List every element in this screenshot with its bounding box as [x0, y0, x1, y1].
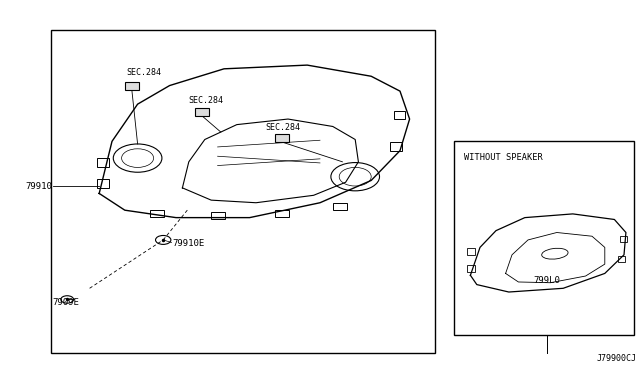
Text: SEC.284: SEC.284: [266, 123, 301, 132]
Bar: [275, 210, 289, 217]
Bar: [97, 158, 109, 167]
Text: 79910E: 79910E: [173, 239, 205, 248]
Bar: [211, 212, 225, 219]
Bar: [150, 210, 164, 217]
Bar: [454, 141, 634, 335]
Bar: [620, 236, 627, 242]
Bar: [467, 248, 475, 255]
Bar: [390, 142, 402, 151]
Text: 799L0: 799L0: [534, 276, 561, 285]
Text: WITHOUT SPEAKER: WITHOUT SPEAKER: [464, 153, 543, 161]
Text: 79910: 79910: [26, 182, 52, 190]
Bar: [394, 111, 405, 119]
Bar: [97, 179, 109, 188]
Text: SEC.284: SEC.284: [126, 68, 161, 77]
Text: 7909E: 7909E: [52, 298, 79, 307]
Bar: [333, 203, 347, 210]
Bar: [125, 82, 139, 90]
Bar: [618, 256, 625, 262]
Text: SEC.284: SEC.284: [189, 96, 224, 105]
Bar: [195, 108, 209, 116]
Bar: [467, 265, 475, 272]
Bar: [275, 134, 289, 142]
Bar: [51, 30, 435, 353]
Text: J79900CJ: J79900CJ: [596, 354, 637, 363]
